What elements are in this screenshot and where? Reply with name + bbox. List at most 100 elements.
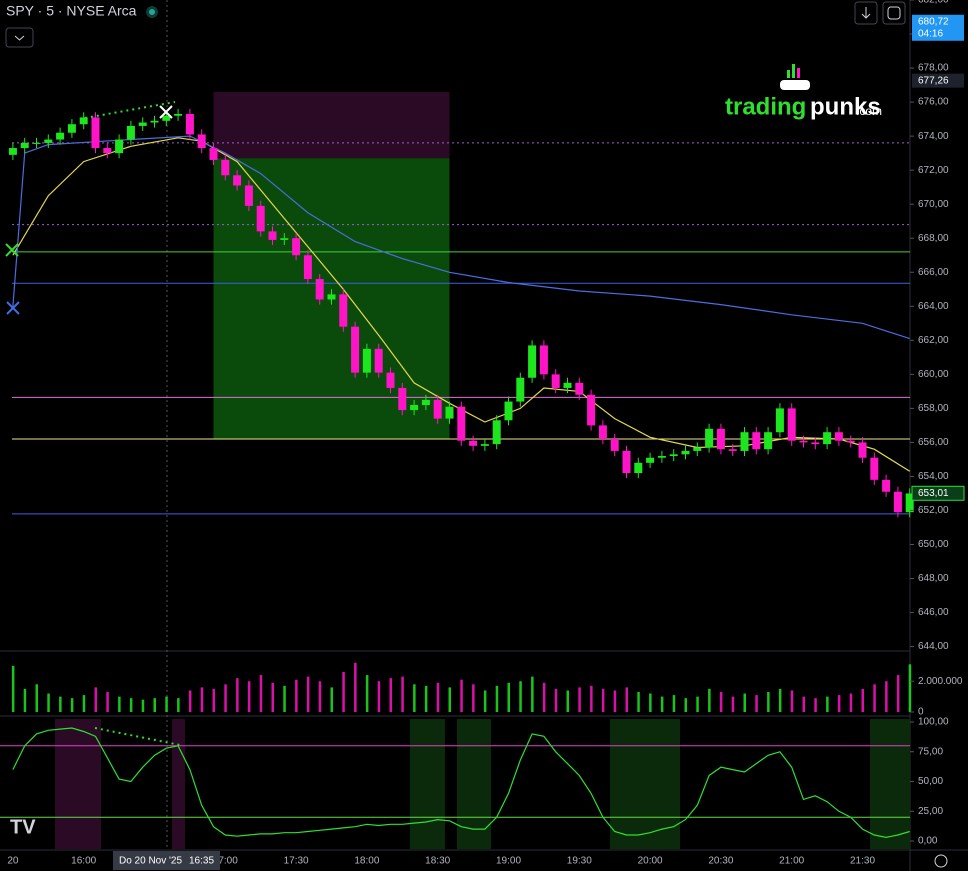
volume-bar	[94, 687, 97, 712]
volume-bar	[507, 682, 510, 712]
volume-bar	[424, 685, 428, 712]
candle-body	[32, 142, 41, 144]
candle-body	[67, 124, 76, 133]
volume-bar	[672, 695, 676, 712]
candle-body	[221, 159, 230, 176]
candle-body	[8, 148, 17, 155]
volume-bar	[790, 690, 794, 712]
fullscreen-button[interactable]	[882, 1, 906, 25]
candle-body	[79, 117, 88, 125]
volume-bar	[389, 678, 392, 712]
x-tick-label: 20:00	[638, 856, 663, 867]
volume-bar	[778, 688, 782, 712]
volume-bar	[519, 681, 522, 712]
candle-body	[362, 348, 371, 373]
candle-body	[138, 122, 147, 126]
osc-zone	[410, 719, 445, 849]
candle-body	[504, 401, 513, 421]
candle-body	[646, 457, 655, 463]
x-tick-label: 18:00	[354, 856, 379, 867]
price-label: 680,72	[918, 16, 949, 27]
y-tick-label: 682,00	[918, 0, 949, 6]
crosshair-label-bg	[113, 851, 220, 870]
volume-bar	[35, 684, 38, 712]
volume-bar	[708, 688, 711, 712]
candle-body	[728, 449, 737, 451]
volume-bar	[755, 695, 758, 712]
volume-bar	[495, 685, 499, 712]
price-label-bg	[912, 73, 964, 88]
volume-bar	[684, 698, 687, 712]
signal-marker	[159, 105, 173, 119]
volume-bar	[613, 690, 617, 712]
candle-body	[351, 326, 360, 373]
volume-bar	[896, 675, 900, 712]
volume-bar	[814, 698, 817, 712]
candle-body	[598, 425, 607, 440]
price-label-bg	[911, 485, 965, 501]
y-tick-label: 660,00	[918, 369, 949, 380]
osc-zone	[870, 719, 910, 849]
candle-body	[752, 432, 761, 450]
candle-body	[280, 238, 289, 240]
chevron-icon	[14, 35, 25, 41]
y-tick-label: 2.000.000	[918, 676, 963, 687]
y-tick-label: 646,00	[918, 607, 949, 618]
volume-bar	[106, 692, 109, 712]
volume-bar	[696, 696, 699, 712]
volume-bar	[731, 696, 735, 712]
volume-bar	[401, 676, 404, 712]
candle-body	[457, 406, 466, 441]
volume-bar	[283, 685, 286, 712]
candle-body	[44, 139, 53, 143]
volume-bar	[247, 681, 251, 712]
candle-body	[162, 115, 171, 121]
volume-bar	[448, 687, 451, 712]
y-tick-label: 676,00	[918, 97, 949, 108]
volume-bar	[271, 682, 274, 712]
arrow-icon	[861, 7, 871, 19]
candle-body	[126, 125, 135, 140]
x-tick-label: 17:30	[284, 856, 309, 867]
candle-body	[764, 432, 773, 450]
price-label: 677,26	[918, 75, 949, 86]
logo: TV	[10, 816, 36, 838]
x-tick-label: 21:30	[850, 856, 875, 867]
candle-body	[386, 372, 395, 388]
volume-bar	[129, 698, 133, 712]
countdown: 04:16	[918, 28, 943, 39]
volume-bar	[719, 692, 723, 712]
candle-body	[563, 382, 572, 388]
volume-bar	[11, 665, 15, 712]
candle-body	[799, 440, 808, 443]
candle-body	[657, 456, 666, 458]
symbol-title: SPY · 5 · NYSE Arca	[6, 3, 137, 19]
y-tick-label: 662,00	[918, 335, 949, 346]
volume-bar	[837, 695, 841, 712]
candle-body	[882, 479, 891, 492]
y-tick-label: 0,00	[918, 836, 938, 847]
candle-body	[268, 231, 277, 240]
candle-body	[834, 432, 843, 441]
header: SPY · 5 · NYSE Arca TV	[5, 1, 906, 838]
volume-bar	[849, 693, 853, 712]
volume-bar	[188, 690, 192, 712]
volume-bar	[165, 696, 168, 712]
candle-body	[823, 432, 832, 445]
x-tick-label: 19:30	[567, 856, 592, 867]
volume-bar	[82, 695, 86, 712]
collapse-button[interactable]	[5, 27, 34, 48]
stop-zone	[213, 91, 450, 159]
signal-marker	[6, 301, 20, 315]
candle-body	[740, 432, 749, 451]
settings-icon[interactable]	[934, 854, 948, 868]
candle-body	[716, 428, 725, 450]
volume-bar	[861, 688, 864, 712]
watermark-text: .com	[856, 104, 882, 118]
candle-body	[610, 439, 619, 451]
candle-body	[681, 450, 690, 455]
volume-bar	[23, 688, 27, 712]
candle-body	[893, 491, 902, 513]
